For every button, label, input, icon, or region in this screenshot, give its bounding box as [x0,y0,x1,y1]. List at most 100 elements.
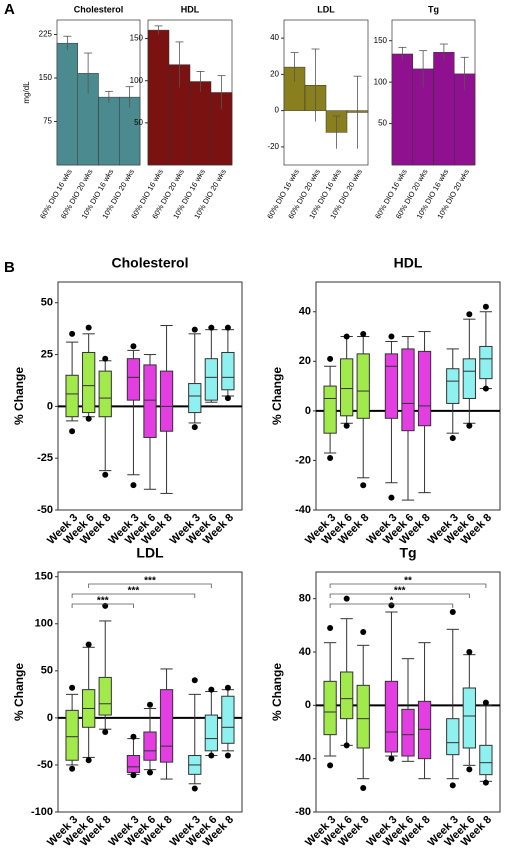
box [159,370,174,432]
box [401,708,415,757]
box [384,353,399,419]
y-axis-label: mg/dL [22,81,31,104]
box [82,351,96,414]
significance-label: *** [394,586,406,597]
significance-label: * [389,596,393,607]
box [462,358,476,399]
outlier [85,415,92,422]
outlier [191,424,198,431]
box [323,680,337,736]
y-tick-label: 150 [39,73,53,82]
outlier [224,684,231,691]
box [323,385,337,434]
y-tick-label: 20 [270,69,279,78]
outlier [224,324,231,331]
significance-bracket [329,583,487,588]
box [159,689,174,763]
outlier [466,311,473,318]
outlier [191,785,198,792]
plot-frame [315,571,501,813]
chart-title: Cholesterol [111,255,188,271]
outlier [360,629,367,635]
significance-label: ** [404,576,412,587]
box [126,755,141,773]
significance-bracket [329,603,454,608]
y-tick-label: 20 [299,355,311,367]
outlier [147,701,153,708]
outlier [360,785,367,791]
outlier [343,595,350,602]
y-tick-label: 50 [41,665,53,677]
chart-title: Cholesterol [74,4,124,14]
box [221,695,235,744]
significance-label: *** [97,596,109,607]
y-axis-label: % Change [12,663,26,721]
box [65,709,79,761]
y-tick-label: 75 [43,117,52,126]
chart-title: LDL [317,4,335,14]
y-tick-label: 40 [299,306,311,318]
y-tick-label: -40 [295,504,311,516]
outlier [130,733,137,740]
y-tick-label: 0 [305,405,311,417]
bar [98,96,120,166]
y-tick-label: -40 [295,753,311,765]
outlier [224,752,231,759]
box [98,370,112,418]
outlier [449,609,456,615]
y-axis-label: % Change [270,367,284,425]
plot-frame [57,281,243,511]
y-tick-label: -80 [295,806,311,818]
plot-frame [315,281,501,511]
outlier [208,686,215,693]
outlier [327,454,334,461]
outlier [343,742,350,749]
outlier [191,677,198,684]
y-tick-label: 150 [130,34,144,43]
significance-bracket [329,593,470,598]
bar [147,29,170,166]
outlier [130,343,137,350]
outlier [85,641,92,648]
box [188,383,202,414]
box [98,676,112,716]
y-tick-label: -25 [37,452,53,464]
outlier [482,385,489,392]
box [417,350,432,427]
outlier [482,699,489,706]
bar [56,42,78,166]
y-tick-label: 40 [270,33,279,42]
outlier [130,482,137,489]
outlier [85,757,92,764]
y-tick-label: 0 [305,699,311,711]
outlier [69,428,76,435]
box [446,368,460,404]
outlier [208,752,215,759]
box [340,358,354,417]
outlier [466,422,473,429]
box [356,353,370,419]
y-tick-label: -50 [37,759,53,771]
outlier [360,331,367,338]
box [417,700,432,760]
panel-label: A [4,1,15,18]
significance-label: *** [144,576,156,587]
bar [391,53,413,166]
box [479,345,493,380]
y-tick-label: 100 [130,76,144,85]
box [143,731,157,761]
panel-label: B [4,259,15,276]
chart-title: Tg [399,545,416,561]
plot-frame [57,571,243,813]
y-tick-label: 50 [134,118,143,127]
outlier [343,422,350,429]
y-tick-label: 150 [35,571,53,583]
outlier [327,355,334,362]
y-tick-label: -100 [31,806,53,818]
y-tick-label: 150 [374,36,388,45]
significance-label: *** [128,586,140,597]
outlier [102,729,109,735]
outlier [360,482,367,489]
